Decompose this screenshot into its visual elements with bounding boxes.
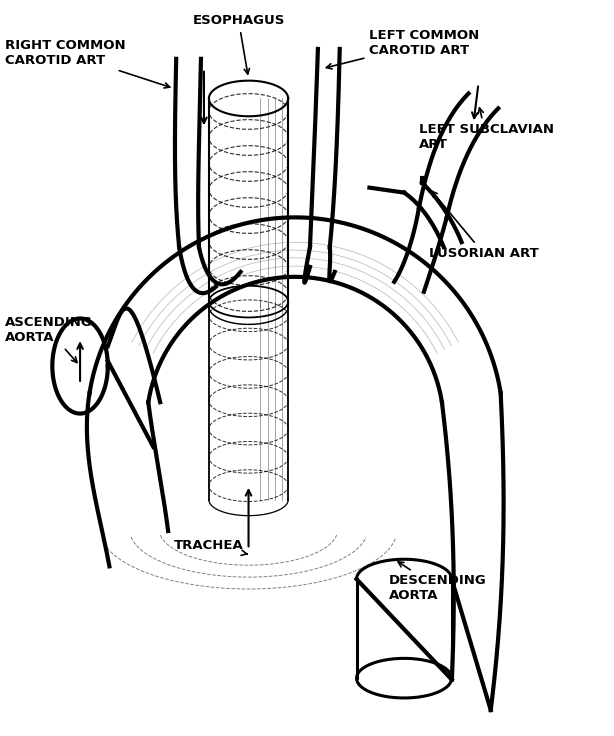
Text: LEFT COMMON
CAROTID ART: LEFT COMMON CAROTID ART bbox=[327, 29, 480, 69]
Text: RIGHT COMMON
CAROTID ART: RIGHT COMMON CAROTID ART bbox=[5, 39, 170, 88]
Text: LUSORIAN ART: LUSORIAN ART bbox=[429, 191, 538, 260]
Text: LEFT SUBCLAVIAN
ART: LEFT SUBCLAVIAN ART bbox=[419, 108, 554, 151]
Text: ASCENDING
AORTA: ASCENDING AORTA bbox=[5, 316, 93, 363]
Text: DESCENDING
AORTA: DESCENDING AORTA bbox=[389, 562, 487, 602]
Text: ESOPHAGUS: ESOPHAGUS bbox=[192, 14, 285, 74]
Text: TRACHEA: TRACHEA bbox=[174, 539, 247, 556]
